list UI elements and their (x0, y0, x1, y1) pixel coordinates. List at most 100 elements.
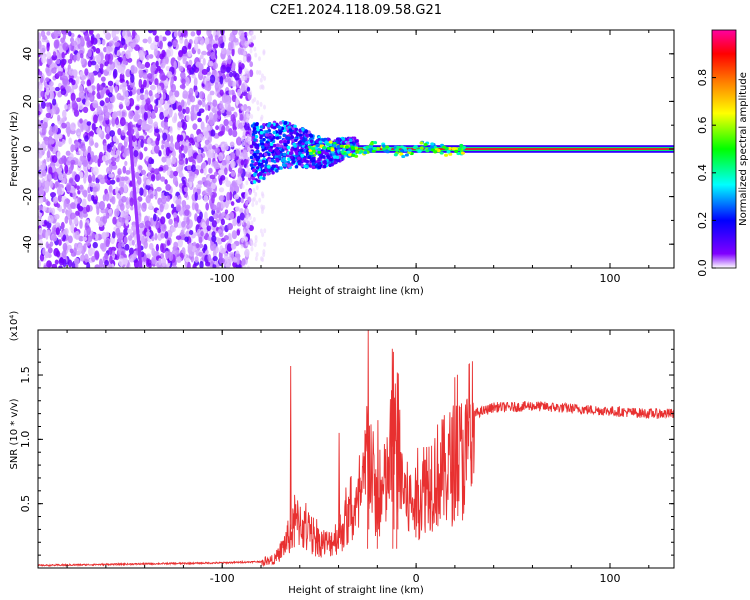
heatmap-cell (61, 155, 67, 164)
heatmap-cell (113, 68, 118, 79)
heatmap-cell (206, 51, 212, 57)
heatmap-cell (164, 231, 169, 239)
x-tick-label: 0 (413, 272, 420, 285)
heatmap-cell (301, 127, 305, 131)
heatmap-cell (179, 84, 186, 89)
heatmap-cell (38, 159, 41, 168)
heatmap-cell (88, 30, 94, 35)
heatmap-cell (204, 139, 210, 145)
heatmap-cell (231, 129, 238, 138)
heatmap-cell (260, 73, 264, 79)
heatmap-cell (68, 166, 73, 174)
heatmap-cell (105, 212, 110, 219)
heatmap-cell (122, 55, 126, 65)
heatmap-cell (94, 233, 99, 241)
heatmap-cell (211, 181, 216, 190)
heatmap-cell (298, 133, 303, 138)
heatmap-cell (239, 208, 244, 214)
heatmap-cell (102, 215, 108, 224)
heatmap-cell (70, 185, 75, 194)
heatmap-cell (156, 85, 162, 95)
colorbar-tick-label: 0.2 (696, 212, 709, 230)
heatmap-cell (193, 66, 200, 73)
heatmap-cell (267, 122, 272, 126)
heatmap-cell (201, 68, 208, 75)
heatmap-cell (145, 253, 152, 259)
heatmap-cell (186, 216, 190, 226)
heatmap-cell (139, 263, 143, 268)
heatmap-cell (254, 256, 258, 262)
heatmap-cell (196, 186, 201, 196)
heatmap-cell (419, 141, 424, 145)
heatmap-cell (180, 71, 186, 79)
heatmap-cell (233, 194, 240, 200)
heatmap-cell (104, 259, 109, 267)
heatmap-cell (69, 212, 76, 220)
heatmap-cell (52, 196, 59, 204)
heatmap-cell (188, 137, 194, 144)
heatmap-cell (182, 90, 188, 99)
heatmap-cell (115, 149, 120, 156)
heatmap-cell (229, 71, 234, 78)
heatmap-cell (121, 81, 128, 88)
heatmap-cell (194, 142, 199, 148)
heatmap-cell (317, 165, 322, 170)
heatmap-cell (253, 35, 257, 41)
heatmap-cell (283, 139, 288, 144)
heatmap-cell (355, 142, 360, 146)
heatmap-cell (154, 93, 160, 99)
heatmap-cell (285, 136, 289, 140)
heatmap-cell (234, 73, 240, 81)
heatmap-cell (244, 192, 249, 200)
heatmap-cell (245, 118, 249, 124)
heatmap-cell (212, 264, 217, 268)
heatmap-cell (65, 160, 71, 166)
heatmap-cell (229, 152, 236, 160)
heatmap-cell (146, 124, 153, 130)
heatmap-cell (227, 77, 232, 88)
heatmap-cell (235, 264, 242, 268)
heatmap-cell (115, 30, 120, 35)
heatmap-cell (166, 49, 171, 58)
heatmap-cell (264, 160, 269, 165)
heatmap-cell (245, 208, 249, 214)
heatmap-cell (133, 150, 139, 158)
heatmap-cell (218, 36, 224, 44)
heatmap-cell (195, 242, 200, 249)
heatmap-cell (56, 203, 60, 208)
heatmap-cell (81, 75, 87, 80)
heatmap-cell (51, 155, 58, 164)
heatmap-cell (148, 157, 153, 165)
heatmap-cell (39, 123, 44, 128)
heatmap-cell (246, 219, 250, 225)
heatmap-cell (151, 248, 156, 257)
snr-ylabel: SNR (10 * v/v) (9, 398, 20, 469)
heatmap-cell (263, 104, 267, 110)
heatmap-cell (166, 212, 171, 219)
heatmap-cell (118, 104, 124, 110)
heatmap-cell (439, 151, 444, 155)
heatmap-cell (149, 84, 156, 91)
heatmap-cell (139, 187, 144, 196)
heatmap-cell (231, 230, 238, 240)
heatmap-cell (203, 243, 208, 251)
heatmap-cell (160, 176, 166, 182)
heatmap-cell (260, 142, 265, 147)
heatmap-cell (62, 42, 69, 51)
heatmap-cell (111, 231, 116, 239)
heatmap-cell (253, 97, 257, 103)
heatmap-cell (144, 220, 151, 227)
heatmap-cell (280, 158, 285, 163)
heatmap-cell (201, 162, 206, 169)
heatmap-cell (74, 174, 81, 183)
heatmap-cell (207, 253, 212, 262)
heatmap-cell (182, 121, 187, 131)
heatmap-cell (88, 72, 95, 78)
heatmap-cell (111, 196, 116, 205)
heatmap-cell (154, 190, 158, 200)
colorbar-tick-label: 0.6 (696, 116, 709, 134)
heatmap-cell (226, 191, 231, 201)
heatmap-cell (298, 143, 302, 147)
heatmap-cell (103, 142, 108, 152)
heatmap-cell (178, 50, 183, 58)
